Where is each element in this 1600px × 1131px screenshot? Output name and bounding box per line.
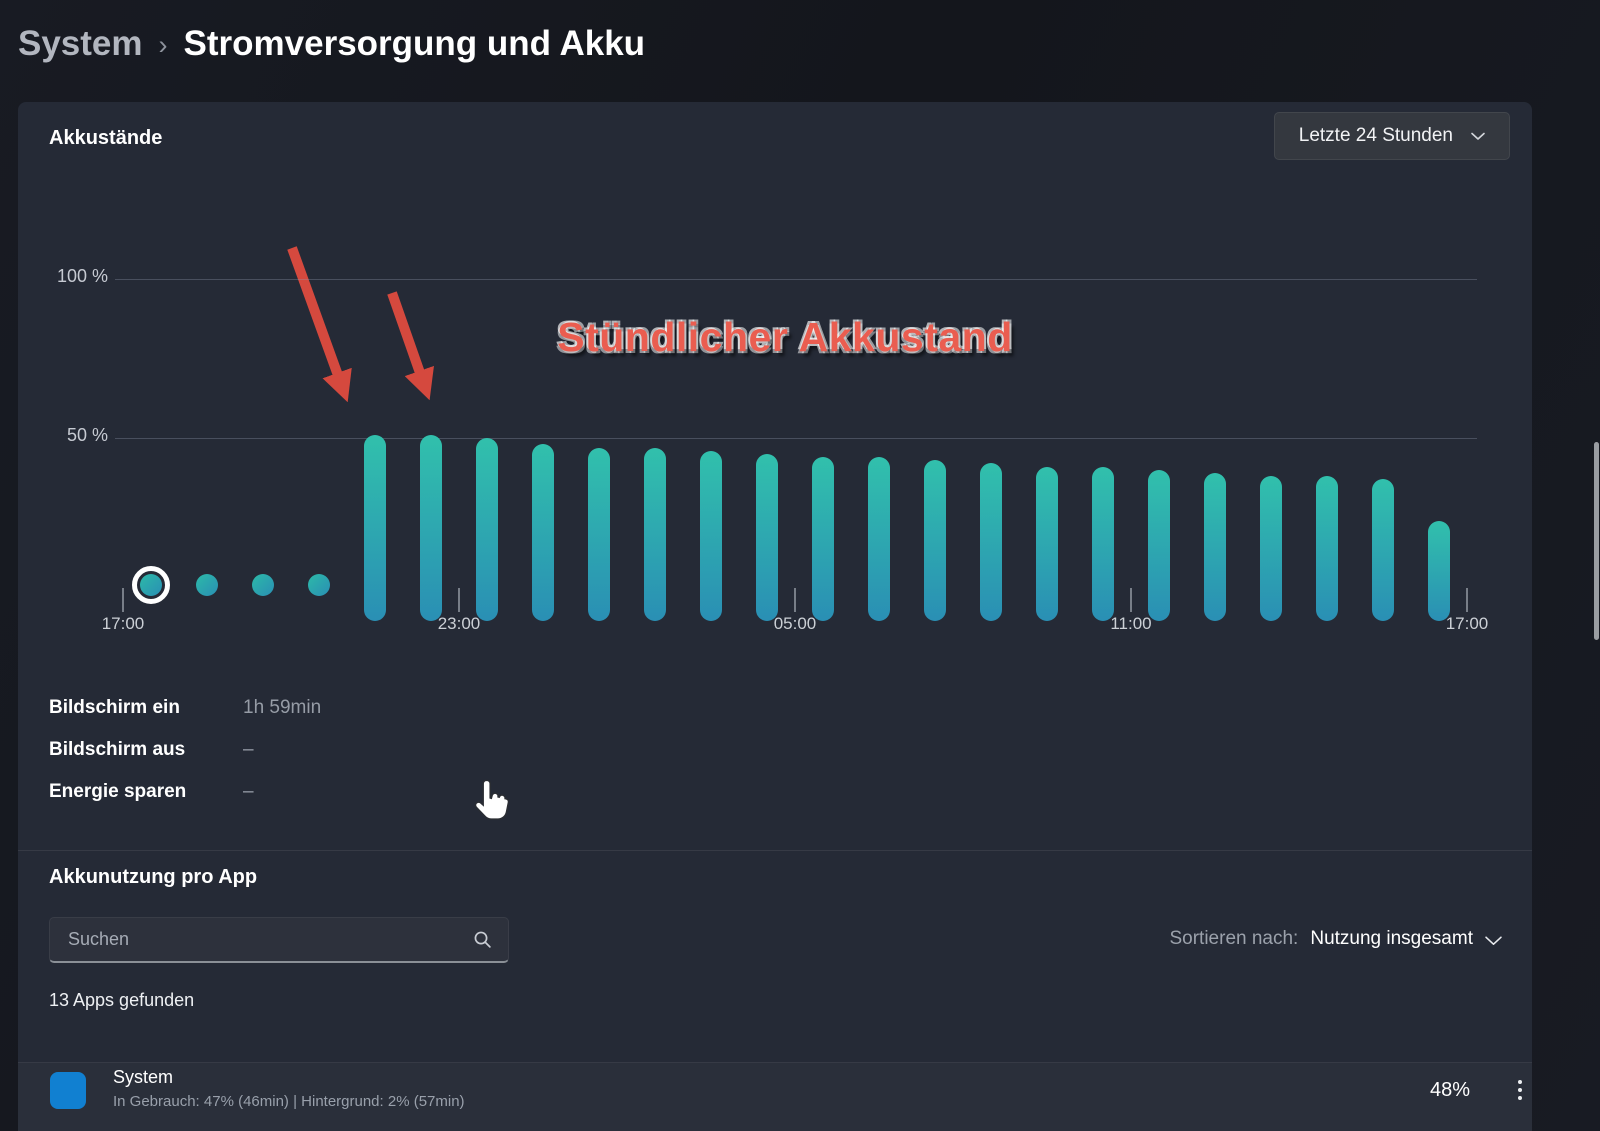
battery-bar	[588, 448, 610, 621]
highlighted-point-ring	[132, 566, 170, 604]
x-axis-label: 23:00	[437, 614, 481, 633]
battery-bar	[476, 438, 498, 621]
battery-bar	[420, 435, 442, 621]
battery-bar	[980, 463, 1002, 621]
stat-value: 1h 59min	[243, 697, 322, 718]
battery-bar	[1260, 476, 1282, 621]
x-axis-label: 17:00	[1445, 614, 1489, 633]
search-input[interactable]	[50, 929, 473, 950]
app-usage-details: In Gebrauch: 47% (46min) | Hintergrund: …	[113, 1093, 465, 1110]
sort-by-value: Nutzung insgesamt	[1310, 928, 1473, 949]
x-axis-tick	[794, 588, 796, 612]
stat-screen-on: Bildschirm ein 1h 59min	[49, 694, 321, 721]
y-axis-label: 100 %	[56, 266, 108, 286]
battery-settings-card: Akkustände Letzte 24 Stunden Stündlicher…	[18, 102, 1532, 1131]
more-options-icon[interactable]	[1517, 1076, 1523, 1104]
annotation-arrows-icon	[287, 246, 434, 403]
battery-level-chart: Stündlicher Akkustand 100 % 50 % 17:00 23:0…	[18, 102, 1532, 662]
battery-bar	[700, 451, 722, 621]
battery-dot	[252, 574, 274, 596]
battery-bar	[1372, 479, 1394, 621]
x-axis-tick	[1130, 588, 1132, 612]
battery-dot	[140, 574, 162, 596]
y-axis-label: 50 %	[66, 425, 108, 445]
vertical-scrollbar[interactable]	[1594, 442, 1599, 640]
x-axis-tick	[122, 588, 124, 612]
page-title: Stromversorgung und Akku	[183, 24, 646, 63]
battery-bar	[364, 435, 386, 621]
x-axis-tick	[1466, 588, 1468, 612]
stat-value: –	[243, 739, 254, 760]
breadcrumb-chevron-icon: ›	[158, 29, 168, 60]
battery-bar	[1036, 467, 1058, 621]
chart-annotation-text: Stündlicher Akkustand	[557, 314, 1013, 360]
x-axis-label: 11:00	[1110, 614, 1152, 633]
stat-label: Bildschirm aus	[49, 739, 186, 760]
stat-screen-off: Bildschirm aus –	[49, 736, 321, 763]
app-search-field[interactable]	[49, 917, 509, 963]
stat-label: Energie sparen	[49, 781, 187, 802]
chevron-down-icon	[1485, 933, 1502, 946]
battery-bar	[644, 448, 666, 621]
x-axis-label: 17:00	[101, 614, 145, 633]
stat-value: –	[243, 781, 254, 802]
row-divider	[18, 1062, 1532, 1063]
stat-label: Bildschirm ein	[49, 697, 180, 718]
battery-usage-heading: Akkunutzung pro App	[49, 866, 258, 888]
breadcrumb: System › Stromversorgung und Akku	[18, 24, 645, 64]
x-axis-label: 05:00	[773, 614, 817, 633]
time-range-label: Letzte 24 Stunden	[1298, 125, 1453, 146]
chart-gridline	[115, 279, 1477, 280]
battery-bar	[1316, 476, 1338, 621]
apps-found-count: 13 Apps gefunden	[49, 990, 195, 1010]
app-icon	[50, 1072, 86, 1109]
x-axis-tick	[458, 588, 460, 612]
battery-bar	[812, 457, 834, 621]
section-divider	[18, 850, 1532, 851]
battery-bar	[1428, 521, 1450, 621]
chart-gridline	[115, 438, 1477, 439]
app-battery-percent: 48%	[1429, 1079, 1470, 1101]
battery-bar	[1204, 473, 1226, 621]
stat-energy-saver: Energie sparen –	[49, 778, 321, 805]
battery-bar	[1148, 470, 1170, 621]
app-name: System	[113, 1067, 174, 1087]
sort-by-label: Sortieren nach:	[1169, 928, 1299, 949]
sort-by-dropdown[interactable]: Sortieren nach: Nutzung insgesamt	[1169, 928, 1502, 950]
chevron-down-icon	[1471, 132, 1485, 141]
battery-bar	[756, 454, 778, 621]
app-row-system[interactable]: System In Gebrauch: 47% (46min) | Hinter…	[18, 1063, 1532, 1131]
battery-dot	[196, 574, 218, 596]
battery-bar	[1092, 467, 1114, 621]
battery-dot	[308, 574, 330, 596]
battery-bar	[532, 444, 554, 621]
battery-bar	[868, 457, 890, 621]
battery-bar	[924, 460, 946, 621]
search-icon[interactable]	[473, 930, 492, 949]
breadcrumb-system-link[interactable]: System	[18, 24, 143, 63]
battery-levels-heading: Akkustände	[49, 127, 163, 149]
screen-time-stats: Bildschirm ein 1h 59min Bildschirm aus –…	[49, 694, 321, 820]
time-range-dropdown[interactable]: Letzte 24 Stunden	[1273, 112, 1510, 160]
